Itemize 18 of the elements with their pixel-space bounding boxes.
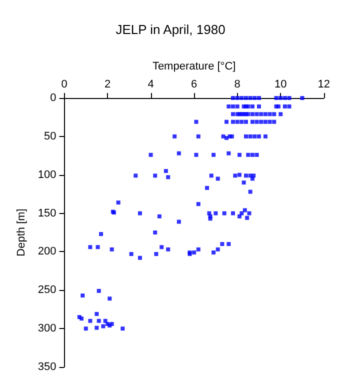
x-axis-title: Temperature [°C]	[152, 60, 236, 72]
y-tick-label: 300	[38, 322, 56, 335]
x-tick-label: 8	[234, 78, 240, 90]
y-tick-label: 350	[38, 361, 56, 373]
x-tick-label: 4	[148, 78, 154, 90]
x-tick-label: 0	[61, 78, 68, 90]
y-tick-label: 50	[44, 130, 56, 142]
y-tick-label: 200	[38, 246, 56, 258]
y-tick-label: 150	[38, 207, 56, 220]
y-axis-title: Depth [m]	[16, 208, 28, 256]
x-tick-label: 2	[104, 78, 111, 90]
x-tick-label: 6	[191, 78, 198, 90]
y-tick-label: 0	[50, 92, 56, 104]
y-tick-label: 100	[38, 168, 56, 181]
x-tick-label: 12	[318, 78, 330, 90]
y-tick-label: 250	[38, 284, 56, 296]
x-tick-label: 10	[274, 78, 287, 90]
chart-title: JELP in April, 1980	[116, 22, 226, 37]
